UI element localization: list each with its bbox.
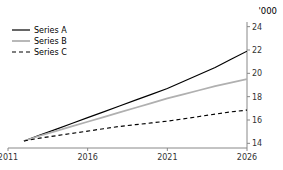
y-tick-label: 16 bbox=[252, 116, 262, 125]
x-axis bbox=[8, 148, 247, 149]
y-tick-label: 18 bbox=[252, 93, 262, 102]
x-tick-label: 2026 bbox=[237, 153, 257, 162]
y-tick-label: 20 bbox=[252, 69, 262, 78]
series-line bbox=[24, 51, 247, 141]
legend-label: Series C bbox=[34, 48, 67, 57]
y-tick bbox=[247, 50, 250, 51]
x-tick bbox=[247, 148, 248, 151]
x-tick bbox=[8, 148, 9, 151]
y-axis bbox=[247, 22, 248, 148]
legend: Series A Series B Series C bbox=[12, 26, 67, 57]
x-tick-label: 2016 bbox=[77, 153, 97, 162]
legend-swatch bbox=[12, 51, 30, 52]
x-tick-label: 2021 bbox=[157, 153, 177, 162]
y-tick bbox=[247, 96, 250, 97]
y-tick bbox=[247, 143, 250, 144]
y-tick bbox=[247, 120, 250, 121]
y-axis-label: '000 bbox=[258, 6, 277, 16]
y-tick-label: 24 bbox=[252, 23, 262, 32]
x-tick bbox=[87, 148, 88, 151]
legend-label: Series A bbox=[34, 26, 67, 35]
y-tick bbox=[247, 73, 250, 74]
x-tick-label: 2011 bbox=[0, 153, 18, 162]
legend-label: Series B bbox=[34, 37, 67, 46]
plot-area bbox=[24, 51, 247, 141]
series-line bbox=[24, 110, 247, 141]
x-tick bbox=[167, 148, 168, 151]
y-tick bbox=[247, 26, 250, 27]
legend-swatch bbox=[12, 40, 30, 42]
y-tick-label: 22 bbox=[252, 46, 262, 55]
y-tick-label: 14 bbox=[252, 139, 262, 148]
legend-swatch bbox=[12, 29, 30, 30]
series-line bbox=[24, 79, 247, 141]
chart: 2011 2016 2021 2026 14 16 18 20 22 24 '000 Series A… bbox=[0, 0, 283, 170]
